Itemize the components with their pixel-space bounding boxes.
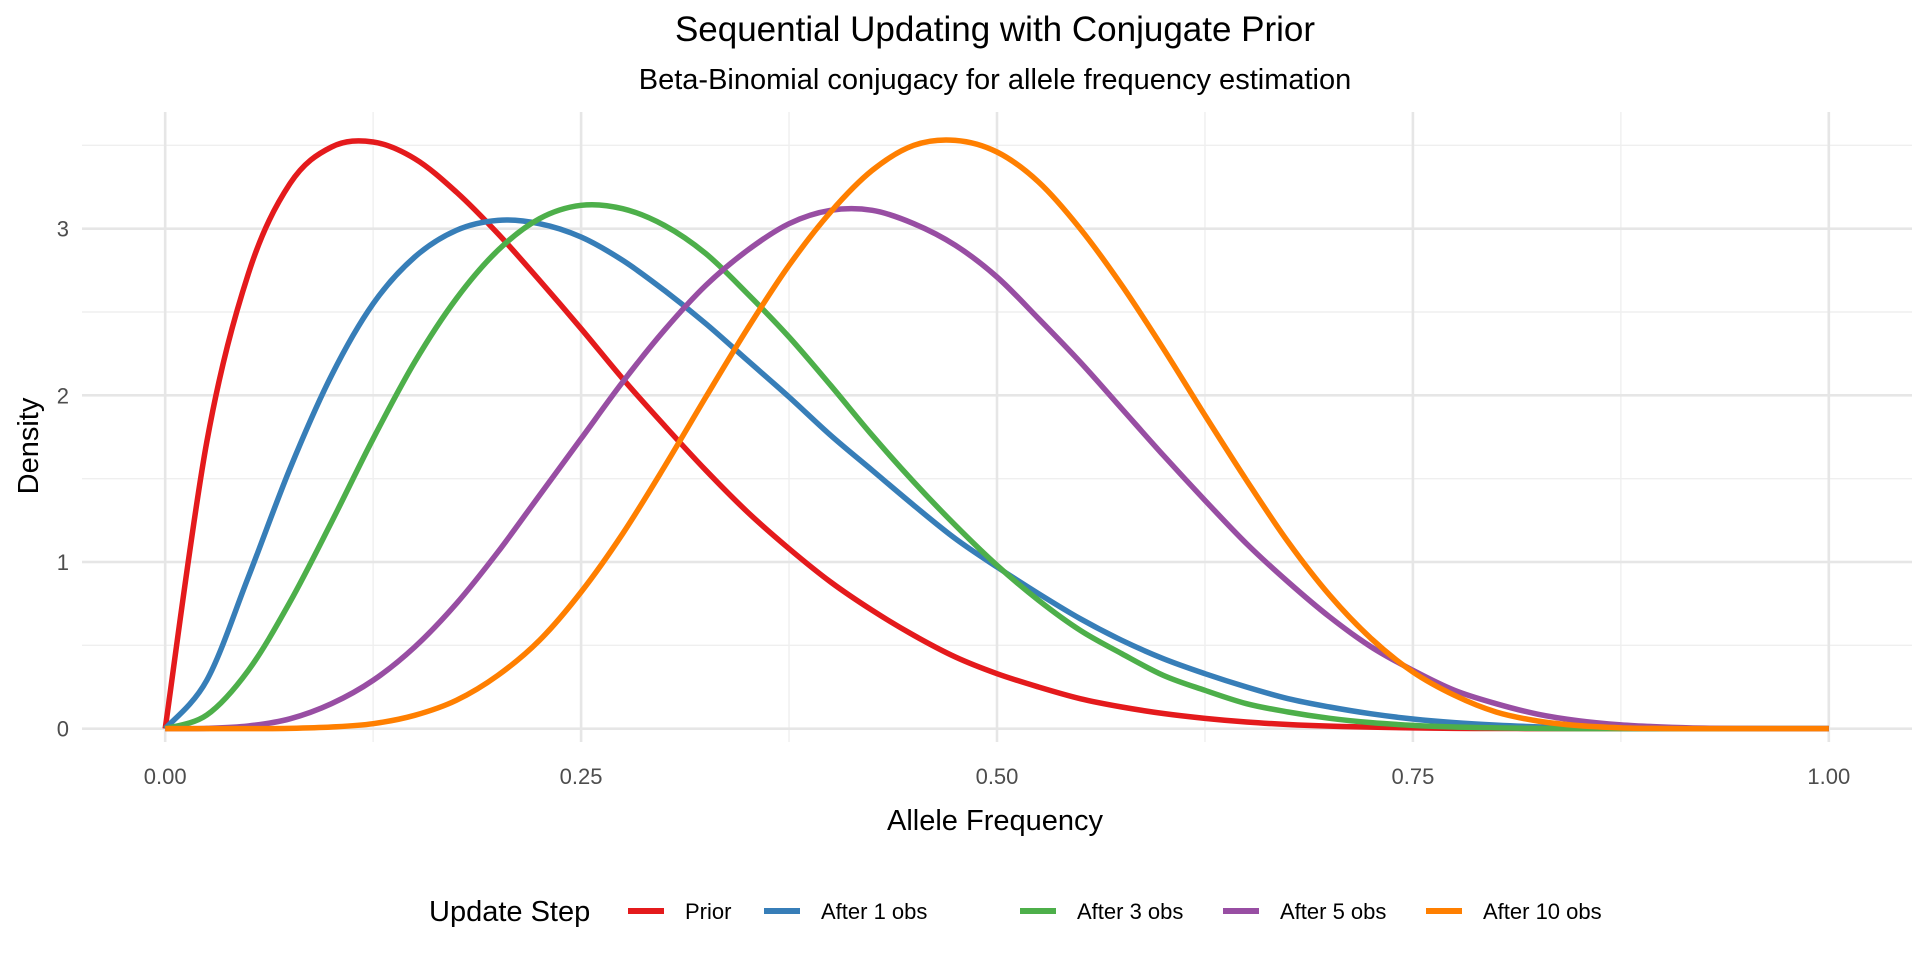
- legend-label-prior: Prior: [685, 899, 731, 924]
- grid: [82, 112, 1912, 742]
- legend-label-after-1-obs: After 1 obs: [821, 899, 927, 924]
- legend-label-after-3-obs: After 3 obs: [1077, 899, 1183, 924]
- series-line-after-3-obs: [164, 201, 1829, 732]
- y-axis-title: Density: [13, 397, 45, 494]
- y-tick-label: 3: [57, 217, 69, 242]
- series-line-after-10-obs: [165, 137, 1829, 732]
- series-line-after-5-obs: [165, 205, 1829, 732]
- x-tick-label: 0.50: [976, 764, 1019, 789]
- x-tick-label: 0.00: [144, 764, 187, 789]
- legend-items: Prior After 1 obs After 3 obs After 5 obs Af…: [628, 899, 1602, 924]
- axis-ticks: 0.00 0.25 0.50 0.75 1.00 0 1 2 3: [57, 217, 1850, 789]
- x-axis-title: Allele Frequency: [887, 805, 1103, 837]
- legend-label-after-5-obs: After 5 obs: [1280, 899, 1386, 924]
- y-tick-label: 2: [57, 383, 69, 408]
- y-tick-label: 0: [57, 717, 69, 742]
- series-lines: [162, 137, 1829, 732]
- x-tick-label: 0.75: [1391, 764, 1434, 789]
- legend: Update Step Prior After 1 obs After 3 obs A…: [429, 896, 1602, 928]
- legend-label-after-10-obs: After 10 obs: [1483, 899, 1602, 924]
- chart-subtitle: Beta-Binomial conjugacy for allele frequ…: [639, 64, 1351, 96]
- x-tick-label: 1.00: [1807, 764, 1850, 789]
- x-tick-label: 0.25: [560, 764, 603, 789]
- y-tick-label: 1: [57, 550, 69, 575]
- legend-title: Update Step: [429, 896, 590, 928]
- chart-title: Sequential Updating with Conjugate Prior: [675, 10, 1315, 49]
